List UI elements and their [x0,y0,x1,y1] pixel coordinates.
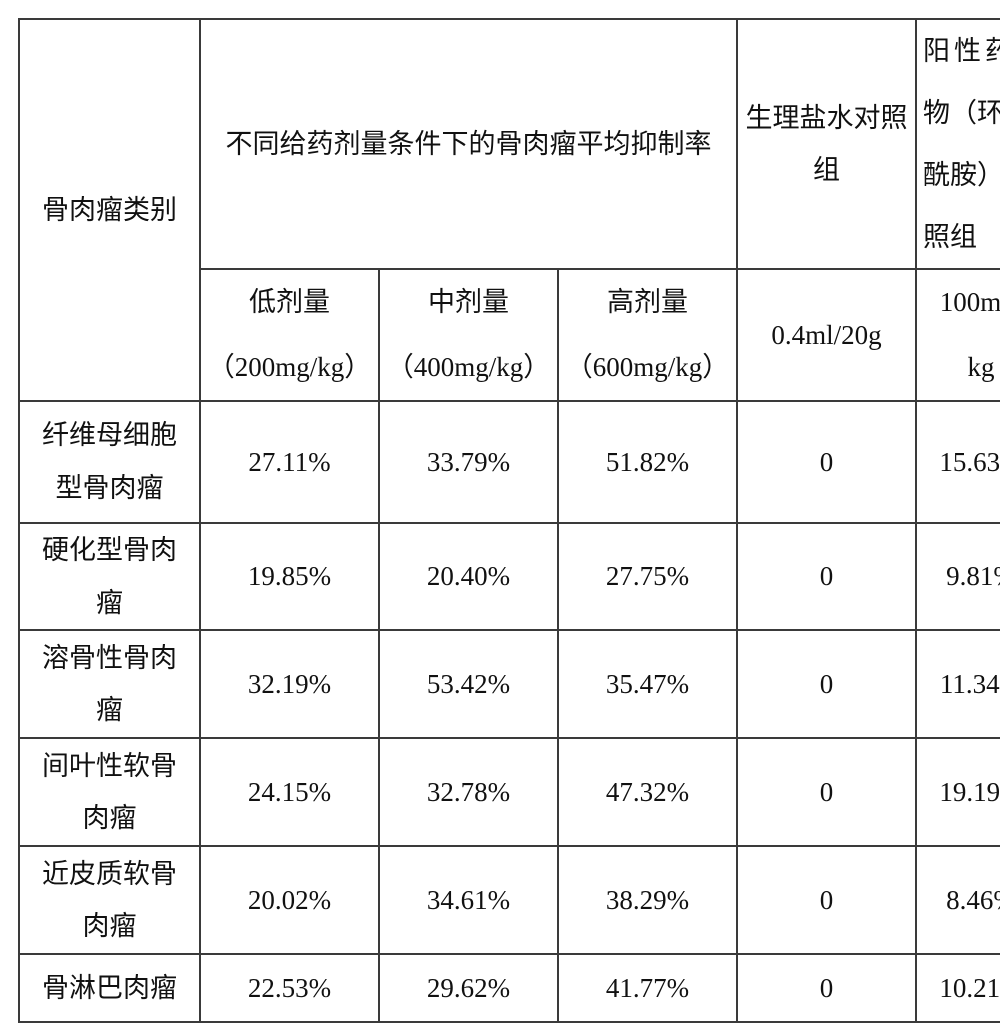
cell-category-l1: 硬化型骨肉 [42,535,177,565]
header-dose-group-label: 不同给药剂量条件下的骨肉瘤平均抑制率 [226,129,712,159]
cell-high-dose: 27.75% [558,523,737,630]
cell-high-dose: 41.77% [558,954,737,1022]
cell-mid-dose: 20.40% [379,523,558,630]
cell-category: 溶骨性骨肉瘤 [19,630,200,738]
cell-low-dose: 24.15% [200,738,379,846]
header-saline-dose: 0.4ml/20g [737,269,916,401]
cell-category-l1: 纤维母细胞 [42,420,177,450]
cell-category-l1: 骨淋巴肉瘤 [42,973,177,1003]
cell-category: 纤维母细胞型骨肉瘤 [19,401,200,523]
cell-positive: 9.81% [916,523,1000,630]
header-category-label: 骨肉瘤类别 [42,195,177,225]
header-mid-dose: 中剂量 （400mg/kg） [379,269,558,401]
table-row: 间叶性软骨肉瘤24.15%32.78%47.32%019.19% [19,738,1000,846]
table-row: 骨淋巴肉瘤 22.53%29.62%41.77%010.21% [19,954,1000,1022]
cell-saline: 0 [737,523,916,630]
header-positive: 阳性药 物（环磷 酰胺）对 照组 [916,19,1000,269]
cell-high-dose: 35.47% [558,630,737,738]
cell-low-dose: 32.19% [200,630,379,738]
header-mid-dose-l1: 中剂量 [428,287,509,317]
cell-positive: 19.19% [916,738,1000,846]
cell-mid-dose: 53.42% [379,630,558,738]
header-saline-dose-label: 0.4ml/20g [771,320,881,350]
cell-mid-dose: 33.79% [379,401,558,523]
header-saline: 生理盐水对照组 [737,19,916,269]
cell-category-l2: 肉瘤 [83,803,137,833]
cell-high-dose: 51.82% [558,401,737,523]
header-positive-dose-l2: kg [968,352,995,382]
header-positive-l2: 物（环磷 [923,98,1000,128]
cell-category: 近皮质软骨肉瘤 [19,846,200,954]
header-high-dose: 高剂量 （600mg/kg） [558,269,737,401]
header-high-dose-l2: （600mg/kg） [566,352,730,382]
header-mid-dose-l2: （400mg/kg） [387,352,551,382]
cell-low-dose: 19.85% [200,523,379,630]
cell-saline: 0 [737,738,916,846]
cell-saline: 0 [737,630,916,738]
header-category: 骨肉瘤类别 [19,19,200,401]
header-positive-l3: 酰胺）对 [923,160,1000,190]
header-saline-label: 生理盐水对照组 [746,103,908,186]
cell-high-dose: 47.32% [558,738,737,846]
cell-positive: 11.34% [916,630,1000,738]
cell-low-dose: 27.11% [200,401,379,523]
cell-saline: 0 [737,954,916,1022]
cell-category-l1: 间叶性软骨 [42,751,177,781]
table-header-row-1: 骨肉瘤类别 不同给药剂量条件下的骨肉瘤平均抑制率 生理盐水对照组 阳性药 物（环… [19,19,1000,269]
cell-mid-dose: 32.78% [379,738,558,846]
cell-category: 硬化型骨肉瘤 [19,523,200,630]
header-positive-l4: 照组 [923,222,977,252]
cell-category-l2: 肉瘤 [83,911,137,941]
header-dose-group: 不同给药剂量条件下的骨肉瘤平均抑制率 [200,19,737,269]
cell-category-l2: 瘤 [96,695,123,725]
cell-positive: 10.21% [916,954,1000,1022]
cell-positive: 8.46% [916,846,1000,954]
table-row: 溶骨性骨肉瘤32.19%53.42%35.47%011.34% [19,630,1000,738]
header-low-dose-l1: 低剂量 [249,287,330,317]
header-positive-dose: 100mg/ kg [916,269,1000,401]
cell-saline: 0 [737,846,916,954]
cell-category-l2: 型骨肉瘤 [56,473,164,503]
table-body: 纤维母细胞型骨肉瘤27.11%33.79%51.82%015.63%硬化型骨肉瘤… [19,401,1000,1022]
cell-category-l1: 溶骨性骨肉 [42,643,177,673]
cell-category-l1: 近皮质软骨 [42,859,177,889]
osteosarcoma-inhibition-table: 骨肉瘤类别 不同给药剂量条件下的骨肉瘤平均抑制率 生理盐水对照组 阳性药 物（环… [18,18,1000,1023]
header-low-dose-l2: （200mg/kg） [208,352,372,382]
cell-mid-dose: 34.61% [379,846,558,954]
table-row: 硬化型骨肉瘤19.85%20.40%27.75%09.81% [19,523,1000,630]
table-row: 纤维母细胞型骨肉瘤27.11%33.79%51.82%015.63% [19,401,1000,523]
cell-category: 间叶性软骨肉瘤 [19,738,200,846]
cell-high-dose: 38.29% [558,846,737,954]
header-high-dose-l1: 高剂量 [607,287,688,317]
cell-positive: 15.63% [916,401,1000,523]
cell-category: 骨淋巴肉瘤 [19,954,200,1022]
cell-low-dose: 22.53% [200,954,379,1022]
cell-mid-dose: 29.62% [379,954,558,1022]
table-row: 近皮质软骨肉瘤20.02%34.61%38.29%08.46% [19,846,1000,954]
header-positive-l1: 阳性药 [923,36,1000,66]
header-low-dose: 低剂量 （200mg/kg） [200,269,379,401]
cell-saline: 0 [737,401,916,523]
cell-category-l2: 瘤 [96,588,123,618]
header-positive-dose-l1: 100mg/ [940,287,1000,317]
cell-low-dose: 20.02% [200,846,379,954]
